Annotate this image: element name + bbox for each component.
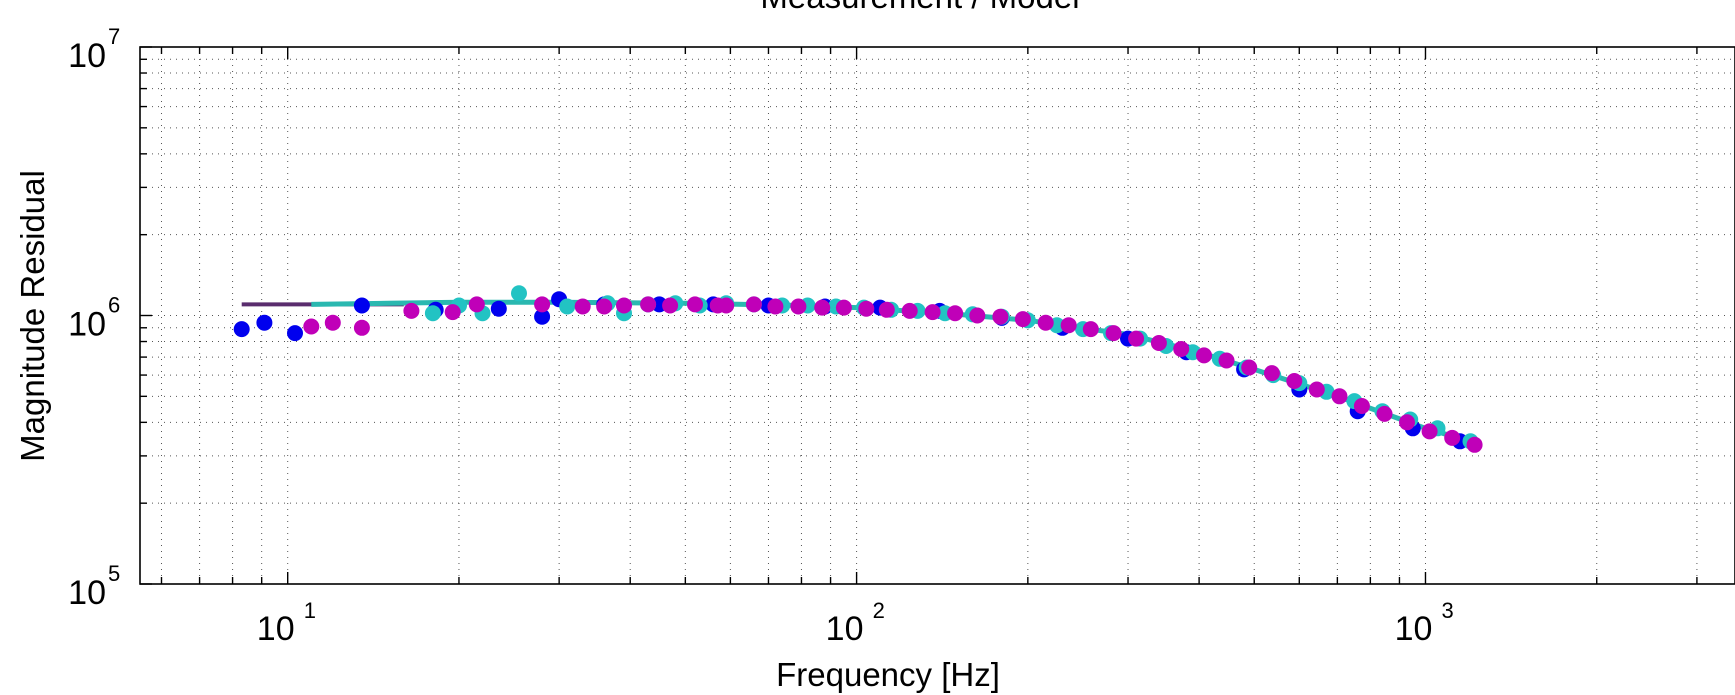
data-point (662, 297, 679, 314)
x-axis-ticks: 10 1 10 2 10 3 (160, 47, 1698, 648)
data-point (1105, 325, 1122, 342)
y-tick-exponent: 6 (108, 293, 120, 318)
data-point (287, 325, 303, 342)
data-point (1173, 341, 1190, 357)
data-point (468, 296, 485, 313)
data-point (574, 298, 591, 315)
x-tick-label: 10 (257, 610, 295, 648)
data-point (534, 296, 551, 313)
data-point (835, 299, 852, 316)
data-point (424, 305, 441, 322)
data-point (233, 321, 250, 338)
data-point (1218, 352, 1235, 369)
data-point (858, 300, 875, 317)
data-point (767, 298, 784, 315)
data-point (1421, 423, 1438, 440)
fit-line (311, 299, 1472, 444)
data-point (790, 298, 807, 315)
data-point (878, 301, 895, 318)
data-point (1241, 359, 1258, 376)
data-point (303, 318, 320, 335)
data-point (1308, 381, 1325, 398)
data-point (534, 308, 551, 325)
data-points (233, 285, 1483, 453)
data-point (1286, 373, 1303, 389)
data-point (353, 319, 370, 336)
data-point (324, 314, 341, 331)
data-point (444, 304, 461, 321)
y-axis-label: Magnitude Residual (14, 170, 51, 462)
data-point (1376, 405, 1393, 422)
data-point (1037, 314, 1054, 331)
x-tick-exponent: 1 (304, 598, 316, 623)
data-point (814, 299, 831, 316)
y-tick-label: 10 (68, 574, 106, 612)
data-point (616, 297, 632, 314)
data-point (1263, 365, 1280, 382)
x-axis-label: Frequency [Hz] (776, 656, 1000, 693)
data-point (403, 302, 420, 319)
data-point (924, 304, 941, 321)
y-tick-label: 10 (68, 37, 106, 75)
chart-title: Measurement / Model (760, 0, 1079, 15)
data-point (1196, 347, 1212, 364)
y-tick-exponent: 7 (108, 24, 120, 49)
data-point (1060, 317, 1077, 334)
x-tick-exponent: 3 (1441, 598, 1453, 623)
y-tick-exponent: 5 (108, 561, 120, 586)
data-point (353, 297, 370, 314)
data-point (490, 300, 507, 317)
data-point (745, 296, 762, 313)
data-point (596, 298, 613, 315)
data-point (511, 285, 527, 302)
data-point (559, 298, 576, 315)
data-point (947, 305, 964, 322)
data-point (718, 297, 735, 314)
data-point (901, 302, 918, 319)
data-point (1444, 429, 1461, 446)
data-point (1466, 436, 1483, 453)
data-point (687, 296, 703, 313)
data-point (1331, 388, 1348, 405)
data-point (640, 296, 657, 313)
data-point (1128, 330, 1145, 347)
data-point (1353, 398, 1370, 414)
x-tick-exponent: 2 (873, 598, 885, 623)
data-point (256, 314, 273, 331)
data-point (969, 307, 986, 324)
x-tick-label: 10 (1395, 610, 1433, 648)
data-point (1150, 335, 1167, 351)
data-point (992, 308, 1009, 325)
x-tick-label: 10 (826, 610, 864, 648)
data-point (1082, 321, 1099, 338)
data-point (1399, 414, 1415, 431)
y-tick-label: 10 (68, 306, 106, 344)
data-point (1014, 311, 1031, 328)
